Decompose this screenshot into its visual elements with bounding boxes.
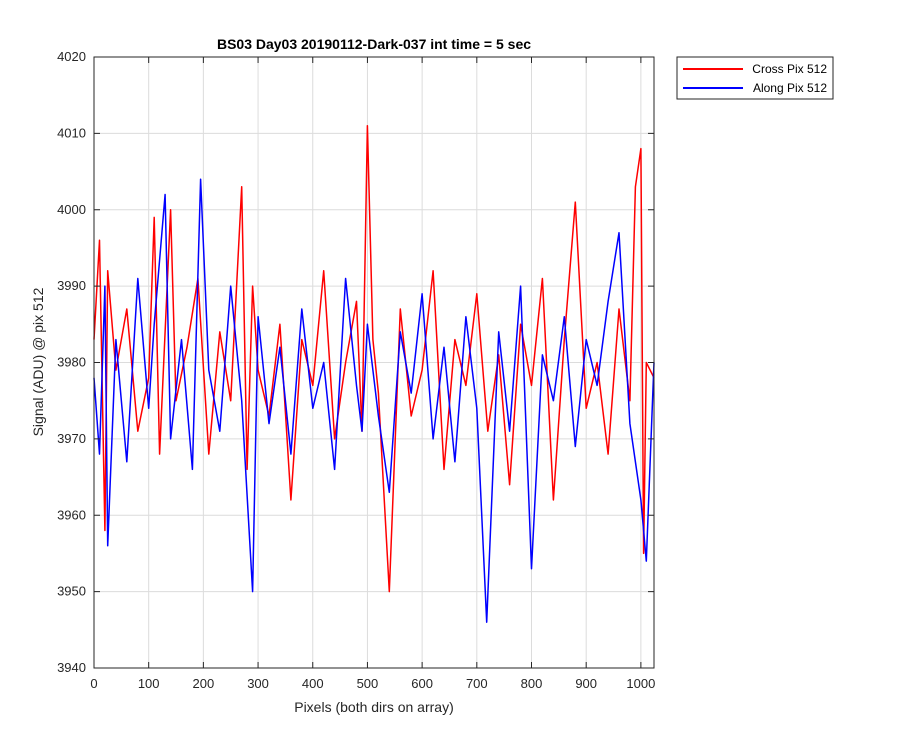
y-tick-label: 3970 <box>57 431 86 446</box>
x-tick-label: 1000 <box>626 676 655 691</box>
x-tick-label: 0 <box>90 676 97 691</box>
along-pix-512-line <box>93 178 655 623</box>
y-tick-label: 4010 <box>57 125 86 140</box>
y-tick-label: 3990 <box>57 278 86 293</box>
x-tick-label: 200 <box>193 676 215 691</box>
axis-ticks: 0 100 200 300 400 500 600 700 800 900 1000 3940 3950… <box>57 49 655 691</box>
x-tick-label: 300 <box>247 676 269 691</box>
y-tick-label: 3980 <box>57 355 86 370</box>
legend-label-cross: Cross Pix 512 <box>752 62 827 76</box>
x-tick-label: 900 <box>575 676 597 691</box>
y-tick-label: 4020 <box>57 49 86 64</box>
x-axis-label: Pixels (both dirs on array) <box>294 699 454 715</box>
y-tick-label: 3940 <box>57 660 86 675</box>
legend: Cross Pix 512 Along Pix 512 <box>676 56 834 100</box>
y-axis-label: Signal (ADU) @ pix 512 <box>30 287 46 436</box>
y-tick-label: 3960 <box>57 507 86 522</box>
cross-pix-512-line <box>93 124 655 593</box>
series-lines <box>93 124 655 623</box>
x-tick-label: 800 <box>521 676 543 691</box>
legend-label-along: Along Pix 512 <box>753 81 827 95</box>
chart-title: BS03 Day03 20190112-Dark-037 int time = … <box>217 36 531 52</box>
x-tick-label: 600 <box>411 676 433 691</box>
x-tick-label: 500 <box>357 676 379 691</box>
x-tick-label: 400 <box>302 676 324 691</box>
x-tick-label: 100 <box>138 676 160 691</box>
legend-box <box>676 56 834 100</box>
y-tick-label: 4000 <box>57 202 86 217</box>
y-tick-label: 3950 <box>57 584 86 599</box>
x-tick-label: 700 <box>466 676 488 691</box>
